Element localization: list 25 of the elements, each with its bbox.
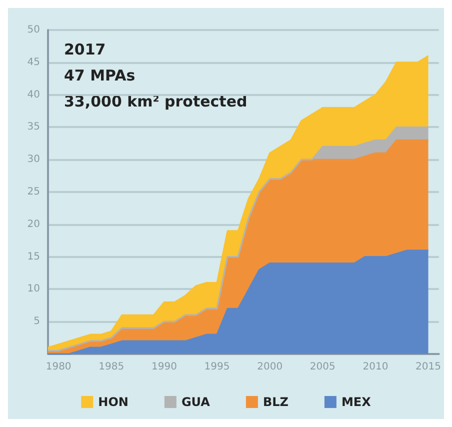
x-tick-label: 2010 (362, 362, 388, 372)
x-tick-label: 2000 (257, 362, 283, 372)
y-tick-label: 5 (34, 316, 40, 328)
y-tick-label: 40 (27, 89, 40, 100)
annotation: 33,000 km² protected (64, 92, 248, 110)
legend-label: GUA (181, 395, 211, 409)
x-tick-label: 2005 (310, 362, 336, 372)
y-tick-label: 10 (27, 284, 40, 295)
x-tick-label: 2015 (416, 362, 441, 372)
x-tick-label: 1990 (151, 362, 177, 372)
x-tick-label: 1980 (46, 362, 72, 372)
y-tick-label: 20 (27, 218, 40, 230)
annotation: 47 MPAs (64, 66, 136, 84)
legend-label: BLZ (262, 395, 289, 409)
y-tick-label: 45 (27, 56, 40, 68)
x-tick-label: 1985 (98, 362, 124, 372)
y-tick-label: 50 (27, 24, 40, 36)
y-tick-label: 15 (27, 251, 40, 262)
legend-label: HON (98, 395, 128, 409)
annotation: 2017 (64, 40, 106, 58)
y-tick-label: 35 (27, 122, 40, 133)
y-tick-label: 30 (27, 154, 40, 166)
legend-label: MEX (341, 395, 372, 409)
x-tick-label: 1995 (204, 362, 230, 372)
y-tick-label: 25 (27, 186, 40, 198)
